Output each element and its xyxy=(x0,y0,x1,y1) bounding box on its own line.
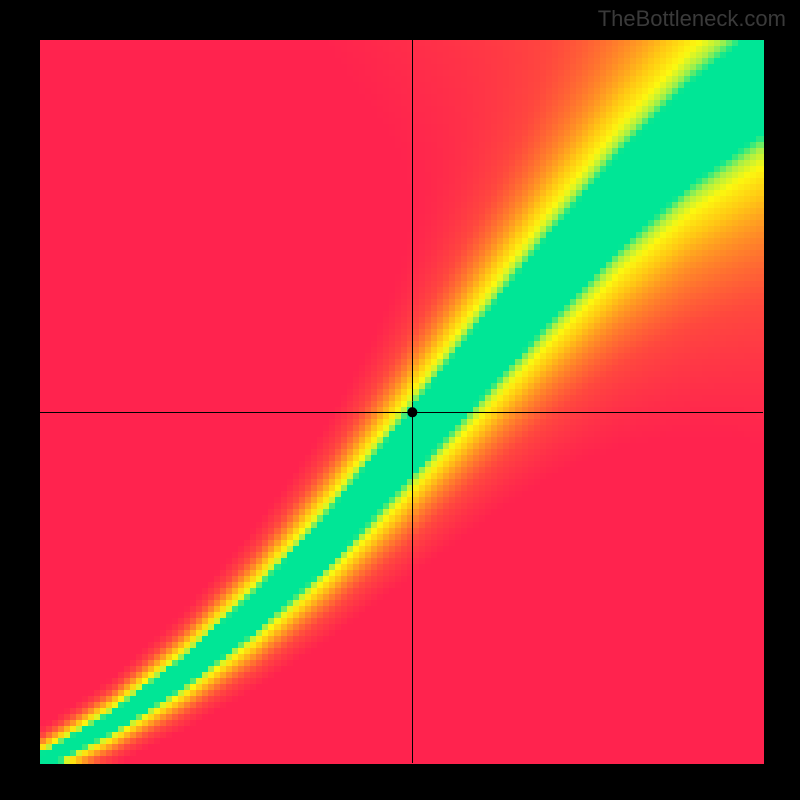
crosshair-overlay xyxy=(0,0,800,800)
watermark-text: TheBottleneck.com xyxy=(598,6,786,32)
chart-stage: TheBottleneck.com xyxy=(0,0,800,800)
